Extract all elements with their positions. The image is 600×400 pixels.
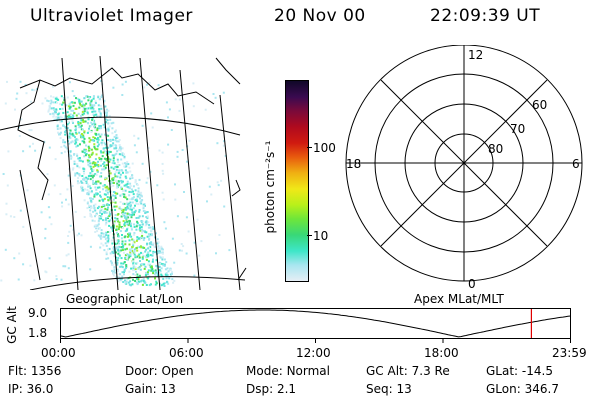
mlt-label-0: 0 <box>468 277 476 291</box>
lat-label-70: 70 <box>510 122 525 136</box>
meridian-line <box>19 169 41 281</box>
lat-label-80: 80 <box>488 142 503 156</box>
geo-caption: Geographic Lat/Lon <box>66 292 184 306</box>
alt-axis-title: GC Alt <box>5 306 19 344</box>
uv-emission-speckles <box>0 80 231 287</box>
date-label: 20 Nov 00 <box>274 6 366 26</box>
colorbar-unit-label: photon cm⁻²s⁻¹ <box>263 140 277 234</box>
status-flt: Flt: 1356 <box>8 364 62 378</box>
altitude-plot <box>60 308 571 343</box>
mlt-label-18: 18 <box>346 157 361 171</box>
meridian-line <box>61 57 79 290</box>
colorbar-tick-mark <box>307 235 312 236</box>
lat-label-60: 60 <box>532 98 547 112</box>
mlt-label-12: 12 <box>468 48 483 62</box>
status-gc-alt: GC Alt: 7.3 Re <box>366 364 450 378</box>
alt-tick-low: 1.8 <box>28 326 48 340</box>
altitude-curve <box>60 309 571 338</box>
mlt-label-6: 6 <box>572 157 580 171</box>
status-mode: Mode: Normal <box>246 364 330 378</box>
latitude-line <box>29 276 246 290</box>
polar-mlat-mlt-plot: 12 18 6 0 60 70 80 <box>345 45 583 291</box>
coastline <box>237 267 247 281</box>
status-door: Door: Open <box>125 364 194 378</box>
x-tick-18: 18:00 <box>424 346 459 360</box>
colorbar-tick-100: 100 <box>313 141 336 155</box>
coastline <box>19 67 215 105</box>
intensity-colorbar <box>285 80 309 282</box>
meridian-line <box>99 55 119 290</box>
status-seq: Seq: 13 <box>366 382 412 396</box>
alt-tick-high: 9.0 <box>28 306 48 320</box>
x-tick-06: 06:00 <box>169 346 204 360</box>
instrument-title: Ultraviolet Imager <box>30 6 193 26</box>
colorbar-tick-mark <box>307 147 312 148</box>
meridian-line <box>139 57 161 290</box>
time-label: 22:09:39 UT <box>430 6 541 26</box>
status-dsp: Dsp: 2.1 <box>246 382 297 396</box>
status-ip: IP: 36.0 <box>8 382 54 396</box>
geographic-map <box>0 55 247 290</box>
meridian-line <box>179 69 201 290</box>
coastline <box>17 79 49 201</box>
colorbar-tick-10: 10 <box>313 229 329 243</box>
coastline <box>231 179 241 197</box>
x-tick-2359: 23:59 <box>552 346 587 360</box>
x-tick-12: 12:00 <box>296 346 331 360</box>
polar-caption: Apex MLat/MLT <box>414 292 504 306</box>
status-gain: Gain: 13 <box>125 382 176 396</box>
plot-frame <box>60 308 571 339</box>
latitude-line <box>0 116 241 136</box>
meridian-line <box>219 94 241 290</box>
x-tick-00: 00:00 <box>41 346 76 360</box>
x-tick-marks <box>60 338 571 343</box>
status-glon: GLon: 346.7 <box>486 382 559 396</box>
status-glat: GLat: -14.5 <box>486 364 553 378</box>
diagonal-line <box>380 79 548 247</box>
coastline <box>215 57 241 85</box>
